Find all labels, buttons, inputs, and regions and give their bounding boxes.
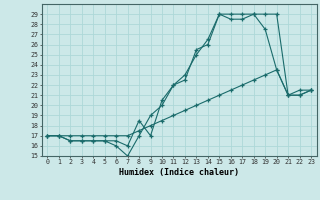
X-axis label: Humidex (Indice chaleur): Humidex (Indice chaleur)	[119, 168, 239, 177]
